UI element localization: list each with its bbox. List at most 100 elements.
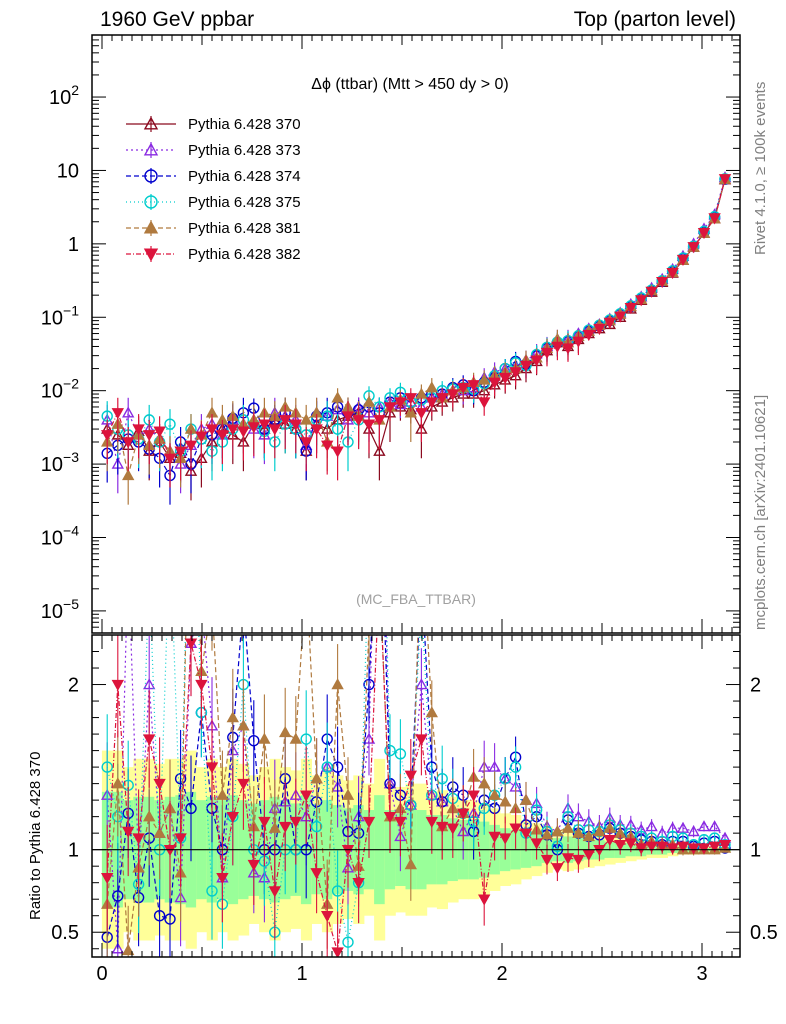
ratio-data-point	[237, 778, 250, 791]
ratio-data-point	[551, 863, 564, 875]
main-data-point	[101, 430, 114, 442]
x-tick-label: 1	[296, 963, 307, 985]
main-data-point	[415, 408, 428, 420]
ratio-data-point	[561, 821, 575, 833]
main-data-point	[676, 254, 690, 267]
main-data-point	[718, 174, 732, 186]
ratio-data-point	[143, 810, 156, 822]
ratio-data-point	[478, 894, 491, 906]
ratio-data-point	[289, 816, 302, 829]
main-data-point	[687, 242, 700, 254]
legend-label: Pythia 6.428 370	[188, 116, 301, 133]
ratio-data-point	[561, 853, 575, 865]
analysis-watermark: (MC_FBA_TTBAR)	[356, 591, 476, 607]
ratio-data-point	[708, 820, 721, 832]
legend-entry: Pythia 6.428 382	[126, 246, 301, 263]
ratio-data-point	[112, 890, 124, 902]
main-y-tick-label: 10−4	[41, 522, 79, 549]
main-y-tick-label: 10−5	[41, 596, 79, 623]
main-data-point	[425, 381, 438, 393]
ratio-y-tick-label-left: 0.5	[51, 922, 79, 944]
ratio-data-point	[362, 816, 376, 829]
ratio-data-point	[165, 528, 175, 538]
legend-label: Pythia 6.428 373	[188, 142, 301, 159]
ratio-y-tick-label-left: 1	[68, 840, 79, 862]
ratio-data-point	[635, 843, 648, 855]
ratio-data-point	[603, 835, 616, 847]
main-data-point	[499, 373, 512, 385]
ratio-data-point	[415, 734, 428, 746]
ratio-data-point	[268, 821, 281, 833]
main-data-point	[163, 453, 177, 465]
ratio-y-tick-label-right: 0.5	[750, 922, 778, 944]
ratio-data-point	[205, 762, 219, 774]
main-data-point	[279, 415, 292, 427]
legend-label: Pythia 6.428 381	[188, 220, 301, 237]
ratio-data-point	[310, 772, 323, 784]
main-data-point	[331, 391, 344, 403]
main-data-point	[268, 424, 281, 436]
legend-marker	[143, 220, 159, 234]
legend-entry: Pythia 6.428 370	[126, 116, 301, 133]
legend-marker	[143, 142, 159, 156]
main-data-point	[122, 469, 135, 481]
main-data-point	[310, 424, 323, 436]
ratio-y-tick-label-left: 2	[68, 675, 79, 697]
main-data-point	[321, 410, 333, 422]
ratio-data-point	[519, 793, 533, 805]
main-data-point	[478, 373, 491, 385]
ratio-data-point	[488, 831, 501, 843]
ratio-data-point	[164, 913, 176, 925]
main-data-point	[205, 424, 219, 436]
ratio-data-point	[132, 833, 145, 845]
main-data-point	[478, 397, 491, 409]
main-data-point	[624, 302, 637, 315]
legend-label: Pythia 6.428 374	[188, 168, 301, 185]
main-data-point	[425, 397, 438, 409]
ratio-data-point	[184, 638, 198, 650]
ratio-data-point	[268, 886, 281, 898]
ratio-data-point	[226, 711, 239, 723]
ratio-data-point	[174, 833, 187, 845]
main-data-point	[143, 430, 156, 442]
ratio-data-point	[374, 569, 384, 578]
ratio-y-tick-label-right: 2	[750, 675, 761, 697]
legend-entry: Pythia 6.428 374	[126, 168, 301, 185]
main-data-point	[362, 419, 376, 431]
ratio-data-point	[708, 841, 721, 853]
ratio-data-point	[467, 790, 480, 802]
main-data-point	[603, 317, 616, 329]
ratio-data-point	[656, 841, 669, 853]
ratio-data-point	[394, 748, 407, 760]
legend-marker	[143, 248, 159, 262]
ratio-data-point	[301, 569, 311, 578]
ratio-data-point	[582, 849, 595, 862]
main-data-point	[457, 382, 470, 395]
main-data-point	[226, 424, 239, 436]
ratio-data-point	[697, 843, 711, 855]
main-data-point	[341, 411, 355, 423]
ratio-data-point	[331, 678, 344, 690]
ratio-data-point	[394, 816, 407, 829]
ratio-data-point	[300, 733, 312, 745]
main-data-point	[446, 389, 459, 401]
ratio-data-point	[342, 936, 354, 948]
ratio-data-point	[101, 873, 114, 885]
main-data-point	[645, 286, 658, 298]
ratio-data-point	[687, 825, 700, 837]
ratio-data-point	[374, 349, 384, 359]
ratio-data-point	[697, 820, 711, 832]
main-data-point	[635, 295, 648, 307]
ratio-data-point	[374, 570, 384, 579]
ratio-data-point	[416, 514, 426, 523]
ratio-data-point	[582, 830, 595, 842]
ratio-data-point	[415, 678, 428, 690]
main-data-point	[708, 213, 721, 225]
ratio-data-point	[174, 772, 187, 785]
main-data-point	[122, 406, 135, 418]
main-data-point	[593, 323, 606, 336]
ratio-data-point	[196, 597, 206, 606]
ratio-data-point	[331, 885, 344, 897]
legend: Pythia 6.428 370 Pythia 6.428 373 Pythia 6…	[126, 116, 301, 263]
legend-marker	[144, 195, 158, 209]
